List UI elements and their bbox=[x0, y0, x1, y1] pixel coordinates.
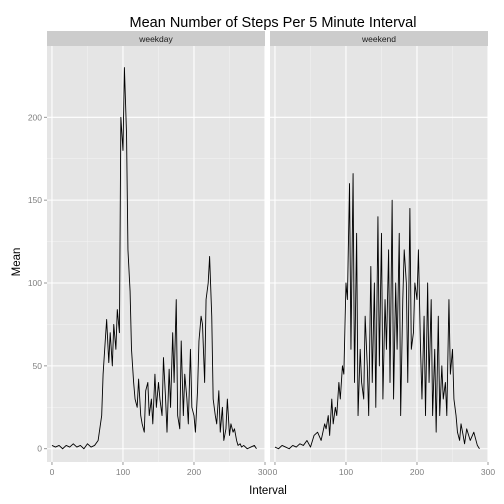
strip-weekend bbox=[270, 31, 488, 46]
y-tick-label: 50 bbox=[33, 361, 43, 371]
facet-panel-weekday: weekday bbox=[47, 31, 266, 462]
y-axis: 0 50 100 150 200 bbox=[28, 112, 47, 454]
x-tick-label: 300 bbox=[481, 467, 495, 477]
panels: weekday weekend bbox=[47, 31, 489, 462]
y-tick-label: 0 bbox=[37, 444, 42, 454]
strip-label-weekend: weekend bbox=[361, 34, 396, 44]
x-tick-label: 200 bbox=[187, 467, 201, 477]
x-tick-label: 100 bbox=[116, 467, 130, 477]
panel-background bbox=[270, 46, 488, 462]
x-axis-title: Interval bbox=[249, 485, 287, 497]
x-tick-label: 0 bbox=[50, 467, 55, 477]
x-tick-label: 0 bbox=[273, 467, 278, 477]
y-axis-title: Mean bbox=[11, 248, 23, 277]
x-tick-label: 300 bbox=[258, 467, 272, 477]
y-tick-label: 200 bbox=[28, 112, 42, 122]
strip-label-weekday: weekday bbox=[138, 34, 173, 44]
facet-panel-weekend: weekend bbox=[270, 31, 489, 462]
strip-weekday bbox=[47, 31, 265, 46]
x-tick-label: 200 bbox=[410, 467, 424, 477]
x-axis: 0 100 200 300 0 100 200 300 bbox=[50, 462, 495, 477]
x-tick-label: 100 bbox=[339, 467, 353, 477]
y-tick-label: 150 bbox=[28, 195, 42, 205]
series-line-weekday bbox=[51, 67, 257, 450]
series-line-weekend bbox=[274, 173, 480, 450]
chart-title: Mean Number of Steps Per 5 Minute Interv… bbox=[130, 15, 417, 31]
y-tick-label: 100 bbox=[28, 278, 42, 288]
